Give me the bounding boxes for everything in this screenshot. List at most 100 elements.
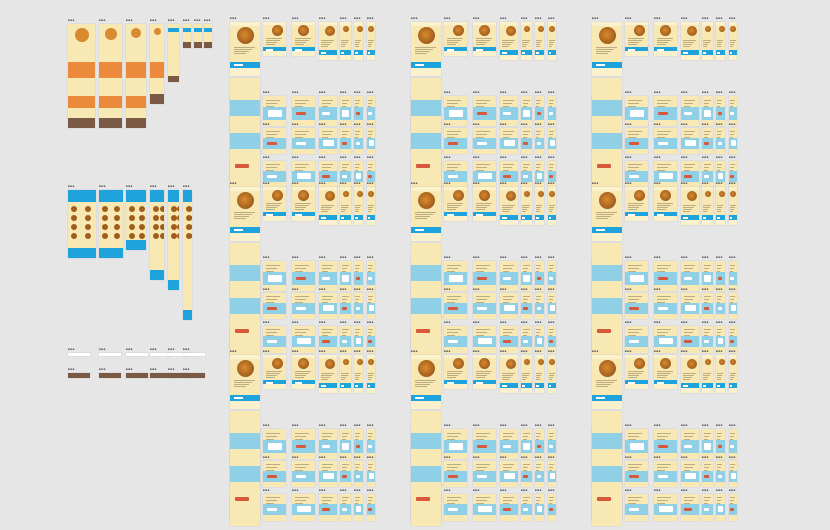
artboard-frame[interactable] (625, 355, 648, 389)
cta-button[interactable] (503, 277, 511, 280)
cta-button[interactable] (342, 475, 347, 478)
concept-screen[interactable] (126, 24, 146, 128)
cta-button[interactable] (629, 340, 639, 343)
artboard-frame[interactable] (548, 128, 556, 154)
cta-button[interactable] (342, 175, 347, 178)
nav-strip[interactable] (126, 353, 148, 356)
cta-button[interactable] (342, 142, 347, 145)
artboard-frame[interactable] (702, 355, 713, 393)
artboard-frame[interactable] (729, 128, 737, 154)
artboard-frame[interactable] (716, 494, 725, 521)
cta-button[interactable] (477, 142, 487, 145)
cta-button[interactable] (296, 277, 306, 280)
artboard-frame[interactable] (702, 187, 713, 225)
artboard-frame[interactable] (535, 461, 544, 487)
cta-button[interactable] (416, 497, 430, 501)
artboard-frame[interactable] (500, 355, 518, 393)
cta-button[interactable] (296, 475, 306, 478)
artboard-frame[interactable] (654, 187, 677, 221)
artboard-frame[interactable] (716, 461, 725, 487)
cta-button[interactable] (549, 112, 553, 115)
cta-button[interactable] (448, 475, 458, 478)
artboard-frame[interactable] (340, 461, 351, 487)
artboard-frame[interactable] (340, 494, 351, 521)
artboard-frame[interactable] (625, 187, 648, 221)
artboard-frame[interactable] (230, 22, 260, 76)
artboard-frame[interactable] (521, 494, 532, 521)
artboard-frame[interactable] (263, 128, 286, 154)
cta-button[interactable] (322, 175, 330, 178)
artboard-frame[interactable] (292, 355, 315, 389)
artboard-frame[interactable] (444, 293, 467, 319)
artboard-frame[interactable] (473, 355, 496, 389)
artboard-frame[interactable] (411, 22, 441, 76)
artboard-frame[interactable] (654, 128, 677, 154)
cta-button[interactable] (684, 277, 692, 280)
artboard-frame[interactable] (654, 461, 677, 487)
cta-button[interactable] (368, 508, 372, 511)
cta-button[interactable] (684, 508, 692, 511)
cta-button[interactable] (416, 329, 430, 333)
artboard-frame[interactable] (292, 187, 315, 221)
cta-button[interactable] (684, 112, 692, 115)
cta-button[interactable] (658, 307, 668, 310)
cta-button[interactable] (477, 307, 487, 310)
artboard-frame[interactable] (654, 494, 677, 521)
artboard-frame[interactable] (444, 461, 467, 487)
artboard-frame[interactable] (319, 461, 337, 487)
cta-button[interactable] (342, 307, 347, 310)
artboard-frame[interactable] (319, 187, 337, 225)
cta-button[interactable] (658, 445, 668, 448)
artboard-frame[interactable] (702, 494, 713, 521)
artboard-frame[interactable] (263, 187, 286, 221)
artboard-frame[interactable] (354, 461, 363, 487)
cta-button[interactable] (342, 508, 347, 511)
artboard-frame[interactable] (716, 128, 725, 154)
artboard-frame[interactable] (367, 355, 375, 393)
cta-button[interactable] (658, 112, 668, 115)
artboard-frame-tall[interactable] (411, 78, 441, 193)
cta-button[interactable] (477, 445, 487, 448)
cta-button[interactable] (597, 164, 611, 168)
cta-button[interactable] (503, 175, 511, 178)
concept-screen[interactable] (126, 190, 146, 250)
artboard-frame[interactable] (681, 293, 699, 319)
artboard-frame[interactable] (473, 22, 496, 56)
artboard-frame[interactable] (411, 355, 441, 409)
artboard-frame[interactable] (292, 22, 315, 56)
artboard-frame[interactable] (292, 461, 315, 487)
artboard-frame[interactable] (444, 355, 467, 389)
cta-button[interactable] (684, 340, 692, 343)
artboard-frame[interactable] (473, 461, 496, 487)
cta-button[interactable] (549, 508, 553, 511)
cta-button[interactable] (730, 277, 734, 280)
nav-strip[interactable] (126, 373, 148, 378)
artboard-frame[interactable] (292, 293, 315, 319)
cta-button[interactable] (235, 497, 249, 501)
cta-button[interactable] (658, 475, 668, 478)
artboard-frame[interactable] (702, 461, 713, 487)
artboard-frame[interactable] (535, 128, 544, 154)
artboard-frame[interactable] (716, 293, 725, 319)
artboard-frame[interactable] (354, 494, 363, 521)
cta-button[interactable] (629, 175, 639, 178)
artboard-frame[interactable] (681, 461, 699, 487)
artboard-frame[interactable] (319, 128, 337, 154)
cta-button[interactable] (718, 307, 722, 310)
artboard-frame[interactable] (681, 355, 699, 393)
cta-button[interactable] (503, 445, 511, 448)
cta-button[interactable] (322, 340, 330, 343)
cta-button[interactable] (296, 112, 306, 115)
cta-button[interactable] (368, 112, 372, 115)
artboard-frame[interactable] (473, 494, 496, 521)
cta-button[interactable] (704, 340, 709, 343)
concept-screen[interactable] (150, 190, 164, 280)
nav-strip[interactable] (68, 353, 90, 356)
artboard-frame[interactable] (535, 494, 544, 521)
artboard-frame[interactable] (367, 461, 375, 487)
artboard-frame[interactable] (521, 22, 532, 60)
cta-button[interactable] (416, 164, 430, 168)
artboard-frame-tall[interactable] (411, 411, 441, 526)
cta-button[interactable] (356, 142, 360, 145)
artboard-frame[interactable] (681, 187, 699, 225)
